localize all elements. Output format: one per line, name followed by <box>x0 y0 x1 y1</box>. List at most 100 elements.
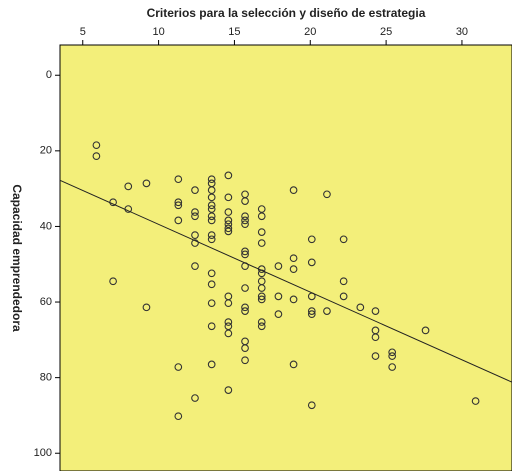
data-point <box>207 322 216 331</box>
data-point <box>371 352 380 360</box>
data-point <box>241 356 249 365</box>
data-point <box>307 235 316 244</box>
data-point <box>142 303 151 312</box>
data-point <box>92 141 101 150</box>
data-point <box>224 386 233 394</box>
data-point <box>241 212 249 221</box>
data-point <box>307 258 316 267</box>
data-point <box>371 307 380 315</box>
data-point <box>257 212 266 221</box>
x-tick-label: 30 <box>456 26 468 38</box>
y-tick-label: 0 <box>46 69 52 81</box>
data-point <box>207 231 216 239</box>
data-point <box>388 348 397 357</box>
data-point <box>224 193 233 202</box>
y-tick-label: 100 <box>34 447 52 459</box>
data-point <box>257 239 266 247</box>
data-point <box>191 186 199 194</box>
data-point <box>289 254 298 263</box>
data-point <box>274 310 283 318</box>
data-point <box>174 363 183 371</box>
data-point <box>207 212 216 221</box>
data-point <box>241 307 249 315</box>
data-point <box>371 333 380 342</box>
data-point <box>289 295 298 304</box>
data-point <box>257 295 266 304</box>
data-point <box>339 292 348 301</box>
data-point <box>471 397 480 405</box>
data-point <box>207 280 216 289</box>
data-point <box>241 247 249 256</box>
data-point <box>224 322 233 331</box>
data-point <box>207 235 216 244</box>
data-point <box>142 179 151 188</box>
data-point <box>224 227 233 236</box>
data-point <box>207 269 216 278</box>
data-point <box>191 262 199 270</box>
data-point <box>257 228 266 236</box>
data-point <box>289 186 298 194</box>
y-axis-label: Capacidad emprendedora <box>10 184 24 332</box>
y-tick-label: 60 <box>40 296 52 308</box>
data-point <box>339 277 348 286</box>
data-point <box>289 360 298 369</box>
y-tick-label: 80 <box>40 372 52 384</box>
data-point <box>224 208 233 216</box>
data-point <box>274 262 283 270</box>
data-point <box>241 250 249 259</box>
data-point <box>207 360 216 369</box>
data-point <box>174 175 183 184</box>
data-point <box>388 363 397 371</box>
data-point <box>191 239 199 247</box>
data-point <box>224 299 233 308</box>
data-point <box>207 175 216 184</box>
data-point <box>241 220 249 229</box>
x-tick-label: 20 <box>304 26 316 38</box>
data-point <box>323 307 331 315</box>
x-tick-label: 25 <box>380 26 392 38</box>
data-point <box>207 186 216 194</box>
data-point <box>174 412 183 421</box>
data-point <box>174 198 183 207</box>
data-point <box>207 299 216 308</box>
data-point <box>356 303 365 312</box>
y-tick-label: 20 <box>40 145 52 157</box>
data-point <box>289 265 298 274</box>
plot-area <box>59 44 512 471</box>
x-tick-label: 15 <box>228 26 240 38</box>
data-point <box>174 201 183 210</box>
data-point <box>323 190 331 199</box>
data-point <box>307 401 316 410</box>
data-point <box>224 220 233 229</box>
data-point <box>207 216 216 225</box>
data-point <box>224 329 233 338</box>
x-tick-label: 5 <box>80 26 86 38</box>
data-point <box>257 284 266 292</box>
data-point <box>257 205 266 213</box>
x-tick-label: 10 <box>152 26 164 38</box>
data-point <box>307 310 316 318</box>
data-point <box>257 292 266 301</box>
data-point <box>191 212 199 221</box>
data-point <box>191 231 199 239</box>
x-axis-label: Criterios para la selección y diseño de … <box>147 6 426 20</box>
data-point <box>207 193 216 202</box>
data-point <box>207 201 216 210</box>
data-point <box>241 197 249 205</box>
data-point <box>124 182 133 191</box>
data-point <box>257 322 266 331</box>
trend-line <box>59 179 512 383</box>
data-point <box>257 318 266 326</box>
data-point <box>207 205 216 213</box>
y-tick-label: 40 <box>40 220 52 232</box>
data-point <box>339 235 348 244</box>
data-point <box>241 303 249 312</box>
data-point <box>388 352 397 360</box>
data-point <box>109 277 117 286</box>
data-point <box>224 224 233 233</box>
data-point <box>307 307 316 315</box>
data-point <box>241 216 249 225</box>
data-point <box>224 318 233 326</box>
data-point <box>421 326 430 335</box>
